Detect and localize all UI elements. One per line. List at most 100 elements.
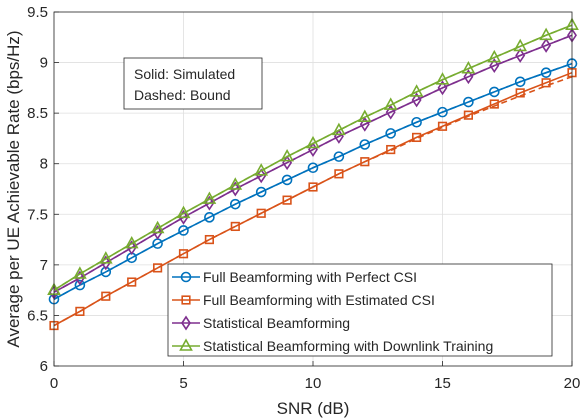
data-point [228, 177, 243, 190]
legend-item: Statistical Beamforming [172, 315, 350, 331]
data-point [461, 60, 476, 74]
data-point [385, 128, 397, 139]
bound-line [53, 62, 573, 300]
y-tick-label: 6.5 [27, 307, 48, 324]
x-tick-label: 0 [50, 375, 58, 392]
data-point [307, 162, 319, 174]
data-point [101, 291, 111, 301]
data-point [153, 263, 163, 273]
data-point [281, 174, 293, 186]
data-point [202, 191, 217, 204]
y-tick-label: 8 [40, 156, 48, 173]
data-point [437, 106, 448, 118]
y-tick-label: 9 [40, 55, 48, 72]
data-point [411, 132, 422, 143]
legend-label: Statistical Beamforming with Downlink Tr… [203, 338, 493, 354]
data-point [176, 205, 191, 219]
legend-item: Full Beamforming with Estimated CSI [172, 292, 435, 308]
data-point [513, 38, 528, 52]
annotation-line-2: Dashed: Bound [134, 87, 231, 103]
annotation-line-1: Solid: Simulated [134, 66, 235, 82]
data-point [178, 225, 189, 236]
data-point [539, 27, 553, 41]
data-point [488, 86, 500, 98]
y-tick-label: 6 [40, 358, 48, 375]
data-point [75, 306, 85, 316]
legend-marker [181, 315, 191, 331]
legend-marker [179, 338, 193, 351]
bound-line [53, 34, 573, 293]
data-point [359, 139, 371, 150]
data-point [230, 198, 241, 210]
data-point [254, 163, 269, 176]
data-point [98, 251, 113, 264]
data-point [515, 88, 525, 98]
x-tick-label: 15 [434, 375, 451, 392]
data-point [541, 78, 551, 88]
legend-item: Full Beamforming with Perfect CSI [172, 269, 417, 285]
data-point [437, 80, 448, 96]
data-point [150, 220, 165, 234]
data-point [256, 168, 267, 184]
y-tick-label: 8.5 [27, 105, 48, 122]
legend-box [167, 263, 553, 357]
data-point [515, 48, 526, 63]
data-point [255, 186, 267, 198]
data-point [306, 135, 320, 149]
data-point [360, 157, 370, 167]
data-point [178, 249, 189, 259]
x-tick-label: 5 [179, 375, 187, 392]
data-point [280, 148, 294, 162]
y-tick-label: 7.5 [27, 206, 48, 223]
legend-item: Statistical Beamforming with Downlink Tr… [172, 338, 493, 354]
data-point [489, 99, 499, 109]
data-point [282, 195, 292, 205]
data-point [463, 69, 474, 85]
data-point [359, 116, 370, 132]
data-point [541, 37, 552, 53]
legend-label: Full Beamforming with Perfect CSI [203, 269, 417, 285]
y-tick-label: 9.5 [27, 4, 48, 21]
x-axis-label: SNR (dB) [277, 399, 350, 418]
data-point [357, 109, 372, 122]
data-point [435, 72, 450, 85]
data-point [230, 221, 240, 232]
legend-marker [181, 295, 191, 305]
y-axis-label: Average per UE Achievable Rate (bps/Hz) [4, 30, 23, 347]
data-point [256, 208, 266, 218]
data-point [411, 116, 422, 128]
data-point [514, 76, 526, 88]
ticks: 0 5 10 15 20 6 6.5 7 7.5 8 8.5 9 9.5 [27, 4, 580, 392]
data-point [411, 92, 422, 108]
data-point [334, 169, 344, 179]
bound-line [53, 24, 573, 291]
legend-label: Full Beamforming with Estimated CSI [203, 292, 435, 308]
data-point [386, 144, 396, 155]
data-point [385, 104, 396, 120]
data-point [204, 212, 215, 223]
data-point [463, 110, 474, 120]
data-point [437, 121, 448, 131]
data-point [73, 266, 87, 279]
data-point [332, 122, 346, 136]
data-point [489, 58, 500, 74]
data-point [409, 84, 424, 97]
data-point [308, 182, 318, 192]
annotation-box: Solid: Simulated Dashed: Bound [123, 57, 263, 110]
data-point [540, 67, 552, 78]
x-tick-label: 10 [305, 375, 322, 392]
bound-line [53, 75, 573, 327]
y-tick-label: 7 [40, 257, 48, 274]
legend-label: Statistical Beamforming [203, 315, 350, 331]
legend-marker [180, 271, 192, 283]
data-point [74, 279, 86, 291]
x-tick-label: 20 [564, 375, 581, 392]
data-point [127, 277, 137, 287]
data-point [333, 151, 345, 162]
data-point [463, 96, 474, 108]
data-point [124, 235, 139, 249]
data-point [383, 97, 398, 110]
data-point [487, 49, 502, 63]
legend: Full Beamforming with Perfect CSI Full Be… [167, 263, 553, 357]
